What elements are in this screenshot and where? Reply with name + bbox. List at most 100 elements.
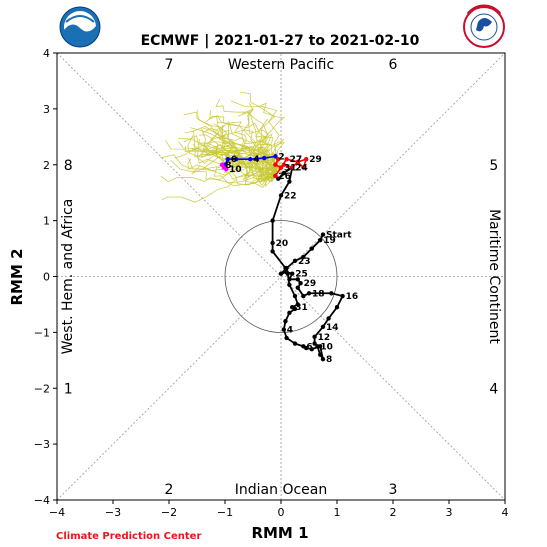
observed-series-point-label: 16 [346, 292, 359, 302]
observed-series-point [287, 277, 292, 282]
observed-series-point [318, 352, 323, 357]
observed-series-point [278, 193, 284, 198]
observed-series-point [306, 291, 312, 296]
observed-series-point [318, 237, 323, 243]
forecast-mean-series-point-label: 2 [278, 152, 284, 162]
y-tick-label: −1 [34, 326, 50, 339]
observed-series-point [283, 265, 288, 271]
observed-series-point [298, 281, 303, 286]
observed-series-point [290, 305, 295, 310]
phase-number-label: 8 [64, 158, 73, 174]
forecast-mean-series-point-label: 27 [290, 155, 303, 165]
observed-series-point [320, 232, 326, 237]
chart-title: ECMWF | 2021-01-27 to 2021-02-10 [141, 33, 420, 49]
observed-series-point-label: 20 [276, 239, 289, 249]
x-tick-label: −4 [49, 506, 65, 519]
observed-series-point [334, 305, 340, 310]
observed-series-point [295, 277, 300, 282]
ensemble-member-line [221, 125, 277, 179]
observed-series-point [292, 258, 298, 264]
credit-text: Climate Prediction Center [56, 531, 202, 542]
observed-series-point [320, 356, 326, 362]
forecast-mean-series-point-label: 31 [284, 164, 297, 174]
x-tick-label: 2 [390, 506, 397, 519]
forecast-week2-series-point-label: 4 [253, 155, 259, 165]
noaa-logo [59, 6, 101, 48]
ensemble-member-line [188, 153, 276, 176]
ensemble-member-line [203, 144, 280, 177]
forecast-week2-series-point-label: 6 [231, 155, 237, 165]
observed-series-point-label: 18 [312, 289, 325, 299]
forecast-week2-series-point [234, 156, 239, 162]
y-tick-label: 4 [43, 47, 50, 60]
forecast-mean-series-point [273, 162, 278, 167]
forecast-mean-series-point [295, 159, 300, 165]
region-label-right: Maritime Continent [486, 209, 502, 344]
observed-series-point [287, 179, 292, 184]
observed-series-point [292, 293, 298, 299]
observed-series-point [287, 310, 292, 316]
observed-series-point [281, 327, 286, 332]
y-tick-label: 3 [43, 103, 50, 116]
observed-series-point-label: 6 [306, 342, 312, 352]
x-tick-label: −1 [217, 506, 233, 519]
forecast-mean-series-point [301, 165, 306, 170]
observed-series-point [320, 324, 326, 329]
observed-series-point [301, 344, 306, 349]
observed-series-point [283, 319, 288, 324]
ensemble-member-line [203, 128, 277, 176]
y-axis-label: RMM 2 [8, 248, 26, 305]
forecast-mean-series-point [276, 156, 281, 162]
region-label-bottom: Indian Ocean [235, 482, 327, 498]
forecast-mean-series-point-label: 29 [309, 155, 322, 165]
phase-number-label: 4 [489, 381, 498, 397]
observed-series-point [309, 346, 314, 352]
y-tick-label: −4 [34, 494, 50, 507]
forecast-week2-series-point [225, 156, 230, 162]
x-axis-label: RMM 1 [251, 524, 308, 542]
ensemble-member-line [187, 158, 276, 177]
observed-series-point-label: Start [326, 231, 352, 241]
ensemble-member-line [187, 135, 276, 178]
observed-series-point [312, 341, 317, 346]
forecast-mean-series-point [281, 162, 286, 167]
forecast-mean-series-point [304, 156, 309, 162]
forecast-week2-series-point-label: 8 [225, 161, 231, 171]
observed-series-point [326, 316, 331, 321]
region-label-top: Western Pacific [228, 57, 334, 73]
observed-series-point [292, 341, 298, 346]
observed-series-point [301, 254, 306, 260]
observed-series-point [290, 271, 295, 276]
observed-series-point [276, 176, 281, 181]
observed-series-point-label: 26 [278, 172, 291, 182]
x-tick-label: 3 [446, 506, 453, 519]
y-tick-label: 1 [43, 215, 50, 228]
observed-series-point [285, 271, 290, 276]
observed-series-point-label: 23 [298, 257, 311, 267]
observed-series-point [312, 334, 317, 340]
unit-circle [224, 220, 338, 333]
forecast-mean-series-point [284, 156, 289, 162]
forecast-mean-series-point [278, 165, 284, 170]
x-tick-label: −2 [161, 506, 177, 519]
observed-series-point [270, 249, 275, 254]
x-tick-label: 0 [278, 506, 285, 519]
observed-series-point [284, 335, 289, 341]
observed-series-point [340, 293, 345, 299]
observed-series-point [270, 218, 275, 223]
observed-series-point-label: 19 [323, 236, 336, 246]
x-tick-label: −3 [105, 506, 121, 519]
phase-number-label: 3 [389, 482, 398, 498]
observed-series-point [318, 344, 323, 349]
ensemble-member-line [159, 154, 276, 184]
observed-series-point-label: 14 [326, 323, 339, 333]
forecast-mean-series-point [290, 165, 295, 170]
ensemble-member-line [184, 130, 276, 180]
observed-series-point-label: 10 [320, 342, 333, 352]
observed-series-point-label: 29 [304, 279, 317, 289]
observed-series-point-label: 25 [295, 270, 308, 280]
observed-series-point [270, 240, 275, 246]
region-label-left: West. Hem. and Africa [60, 199, 76, 355]
